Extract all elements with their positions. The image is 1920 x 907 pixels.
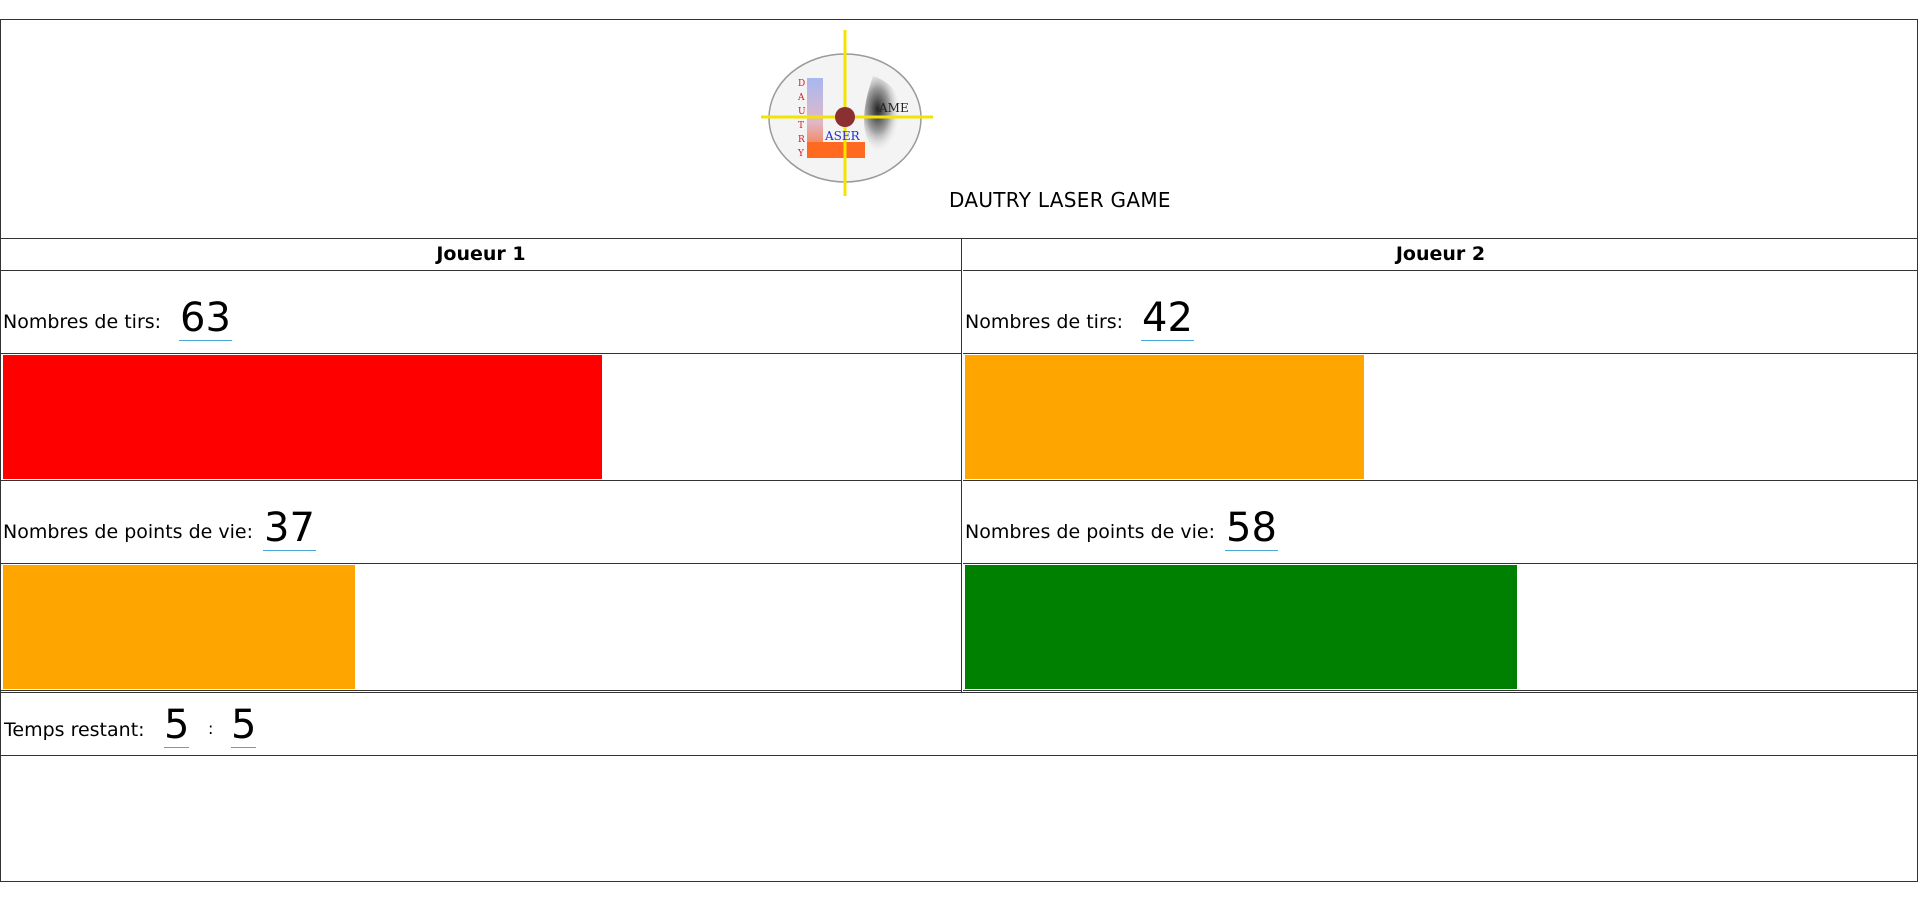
- player-1-name: Joueur 1: [1, 239, 961, 271]
- logo-word-game: AME: [878, 101, 909, 115]
- logo-letter: U: [798, 107, 806, 117]
- game-panel: D A U T R Y ASER AME DAUTRY LASER GAME J…: [0, 19, 1918, 882]
- player-1-column: Joueur 1 Nombres de tirs: 63 Nombres de …: [1, 239, 962, 692]
- logo-letter: A: [797, 93, 805, 103]
- timer-separator: :: [208, 719, 214, 738]
- header: D A U T R Y ASER AME DAUTRY LASER GAME: [1, 20, 1917, 239]
- timer-minutes: 5: [164, 702, 190, 748]
- player-1-health-row: Nombres de points de vie: 37: [1, 481, 961, 564]
- logo-letter: Y: [797, 149, 805, 159]
- logo-letter: T: [798, 121, 804, 131]
- health-label: Nombres de points de vie:: [965, 521, 1216, 543]
- player-2-health-value: 58: [1225, 505, 1278, 551]
- player-1-shots-bar-track: [1, 354, 961, 481]
- player-2-health-row: Nombres de points de vie: 58: [963, 481, 1918, 564]
- logo-letter: D: [798, 79, 805, 89]
- time-remaining-label: Temps restant:: [4, 719, 145, 741]
- shots-label: Nombres de tirs:: [3, 311, 162, 333]
- player-2-shots-bar-track: [963, 354, 1918, 481]
- logo-letter: R: [798, 135, 805, 145]
- player-2-name: Joueur 2: [963, 239, 1918, 271]
- player-1-shots-value: 63: [179, 295, 232, 341]
- logo-word-laser: ASER: [824, 129, 861, 143]
- laser-game-logo: D A U T R Y ASER AME: [761, 30, 933, 196]
- shots-label: Nombres de tirs:: [965, 311, 1124, 333]
- player-1-shots-row: Nombres de tirs: 63: [1, 271, 961, 354]
- time-remaining-row: Temps restant: 5 : 5: [1, 692, 1917, 756]
- player-2-column: Joueur 2 Nombres de tirs: 42 Nombres de …: [963, 239, 1918, 692]
- player-1-health-bar: [3, 565, 355, 689]
- health-label: Nombres de points de vie:: [3, 521, 254, 543]
- site-title: DAUTRY LASER GAME: [949, 188, 1171, 212]
- timer-seconds: 5: [231, 702, 257, 748]
- player-1-shots-bar: [3, 355, 602, 479]
- player-1-health-bar-track: [1, 564, 961, 691]
- player-2-shots-bar: [965, 355, 1364, 479]
- player-2-health-bar-track: [963, 564, 1918, 691]
- player-2-shots-value: 42: [1141, 295, 1194, 341]
- player-2-shots-row: Nombres de tirs: 42: [963, 271, 1918, 354]
- player-1-health-value: 37: [263, 505, 316, 551]
- player-2-health-bar: [965, 565, 1517, 689]
